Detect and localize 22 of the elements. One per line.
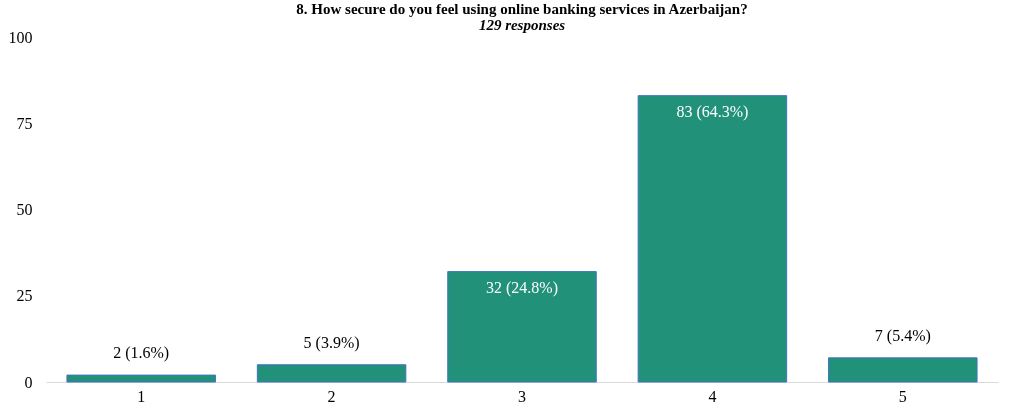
bar	[637, 95, 788, 383]
data-label: 7 (5.4%)	[874, 326, 931, 345]
y-tick-label: 0	[24, 373, 33, 391]
data-label: 2 (1.6%)	[113, 344, 170, 363]
data-label: 32 (24.8%)	[486, 278, 558, 297]
bar	[256, 364, 407, 383]
x-tick-label: 2	[327, 387, 336, 405]
y-tick-label: 100	[8, 28, 33, 46]
y-tick-label: 75	[16, 114, 33, 132]
x-tick-label: 4	[708, 387, 717, 405]
chart-subtitle: 129 responses	[478, 17, 566, 33]
bar	[828, 357, 978, 383]
chart-title: 8. How secure do you feel using online banking services in Azerbaijan?	[296, 1, 748, 17]
y-tick-label: 50	[16, 201, 33, 218]
x-tick-label: 5	[898, 387, 907, 405]
x-tick-label: 1	[137, 387, 146, 405]
y-tick-label: 25	[16, 287, 33, 305]
bar	[447, 271, 597, 383]
bar	[66, 374, 216, 383]
x-tick-label: 3	[518, 387, 526, 405]
data-label: 83 (64.3%)	[676, 102, 749, 121]
data-label: 5 (3.9%)	[303, 333, 360, 352]
